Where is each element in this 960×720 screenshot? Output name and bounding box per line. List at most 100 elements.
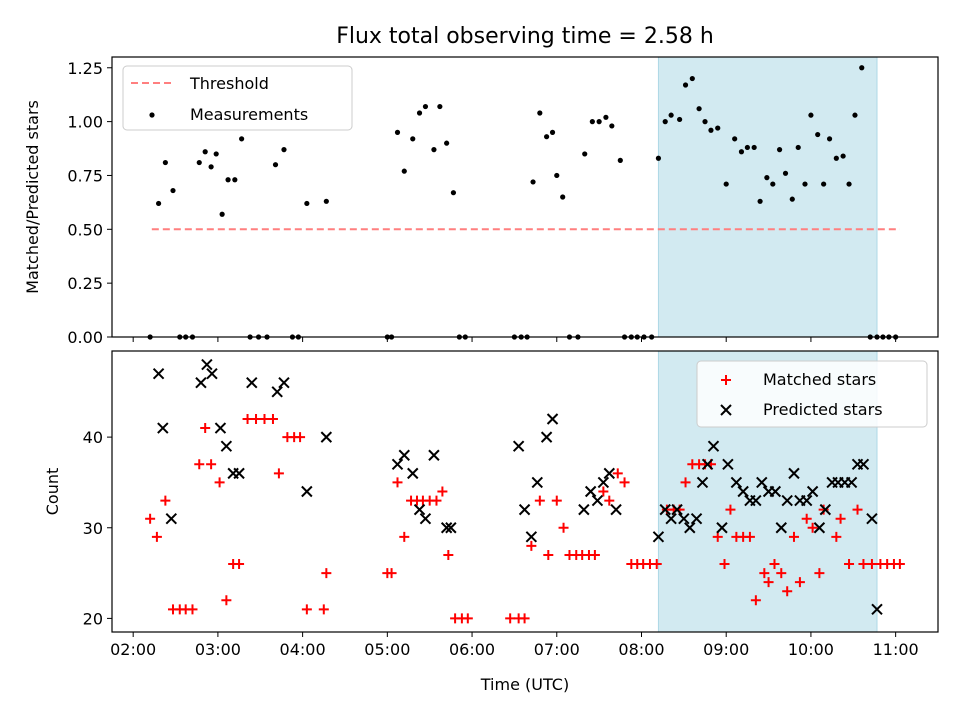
x-tick-label: 03:00 [195,640,241,659]
predicted-star-point [845,476,858,489]
measurement-point [677,116,683,123]
y-tick-label: 0.50 [67,220,103,239]
measurement-point [826,136,833,142]
x-tick-label: 02:00 [110,640,156,659]
measurement-point [689,75,695,82]
measurement-point [239,136,245,142]
measurement-point [450,190,457,196]
measurement-point [744,144,750,151]
matched-star-point [844,559,855,570]
predicted-star-point [597,476,610,489]
matched-star-point [145,513,156,524]
predicted-star-point [419,512,432,525]
predicted-star-point [428,449,440,461]
predicted-star-point [320,431,333,443]
matched-star-point [295,432,306,443]
matched-star-point [782,586,793,597]
matched-star-point [551,495,562,506]
predicted-star-point [233,467,245,480]
predicted-star-point [201,358,213,371]
predicted-star-point [278,377,290,389]
matched-star-point [206,459,217,470]
legend-box [122,65,353,131]
matched-star-point [835,513,846,524]
measurement-point [764,175,770,181]
predicted-star-point [775,522,787,534]
matched-star-point [534,495,545,506]
predicted-star-point [152,367,165,380]
matched-star-point [852,504,863,515]
measurement-point [751,144,757,151]
predicted-star-point [398,449,410,461]
matched-star-point [651,559,662,570]
matched-star-point [187,604,198,615]
legend-measurements-label: Measurements [190,105,308,124]
predicted-star-point [591,494,604,507]
predicted-star-point [584,485,597,498]
predicted-star-point [445,522,457,534]
measurement-point [431,147,437,153]
measurement-point [802,181,808,187]
predicted-star-point [603,467,616,480]
measurement-point [582,151,588,157]
y-tick-label: 40 [83,428,103,447]
matched-star-point [273,468,284,479]
predicted-star-point [157,422,169,434]
axes-frame [111,350,939,633]
matched-star-point [321,568,332,579]
legend-box [696,360,928,428]
measurement-point [554,172,560,179]
measurement-point [708,127,714,133]
predicted-star-point [684,522,696,534]
y-axis-label: Count [43,468,62,516]
measurement-point [732,136,738,142]
matched-star-point [680,477,691,488]
matched-star-point [712,531,723,542]
measurement-point [549,129,556,135]
matched-star-point [794,577,805,588]
matched-star-point [604,495,615,506]
predicted-star-point [440,522,453,534]
matched-star-point [858,559,869,570]
measurement-point [668,112,674,118]
measurement-point [795,144,801,151]
predicted-star-point [665,512,677,525]
predicted-star-point [391,458,404,471]
y-tick-label: 1.25 [67,59,103,78]
matched-star-point [719,559,730,570]
predicted-star-point [857,458,870,471]
measurement-point [416,110,423,116]
measurement-point [537,110,543,116]
matched-star-point [194,459,205,470]
measurement-point [202,149,208,155]
matched-star-point [807,522,818,533]
predicted-star-point [610,503,622,516]
y-tick-label: 20 [83,609,103,628]
measurement-point [776,147,783,153]
predicted-star-point [512,440,525,452]
matched-star-point [259,413,270,424]
measurement-point [281,147,287,153]
measurement-point [715,125,721,131]
predicted-star-point [671,503,683,516]
predicted-star-point [707,440,720,452]
predicted-star-point [730,476,743,489]
measurement-point [155,200,162,207]
measurement-point [272,162,279,168]
predicted-star-point [800,494,813,507]
matched-star-point [437,486,448,497]
predicted-star-point [750,494,762,507]
measurement-point [808,112,814,118]
predicted-star-point [518,503,531,516]
measurement-point [394,129,401,135]
predicted-star-point [678,512,690,525]
x-tick-label: 04:00 [280,640,326,659]
x-tick-label: 05:00 [364,640,410,659]
measurement-point [444,140,450,146]
predicted-star-point [769,485,782,498]
matched-star-point [750,595,761,606]
measurement-point [617,157,623,163]
y-tick-label: 30 [83,519,103,538]
matched-star-point [267,413,278,424]
predicted-star-point [871,603,883,616]
